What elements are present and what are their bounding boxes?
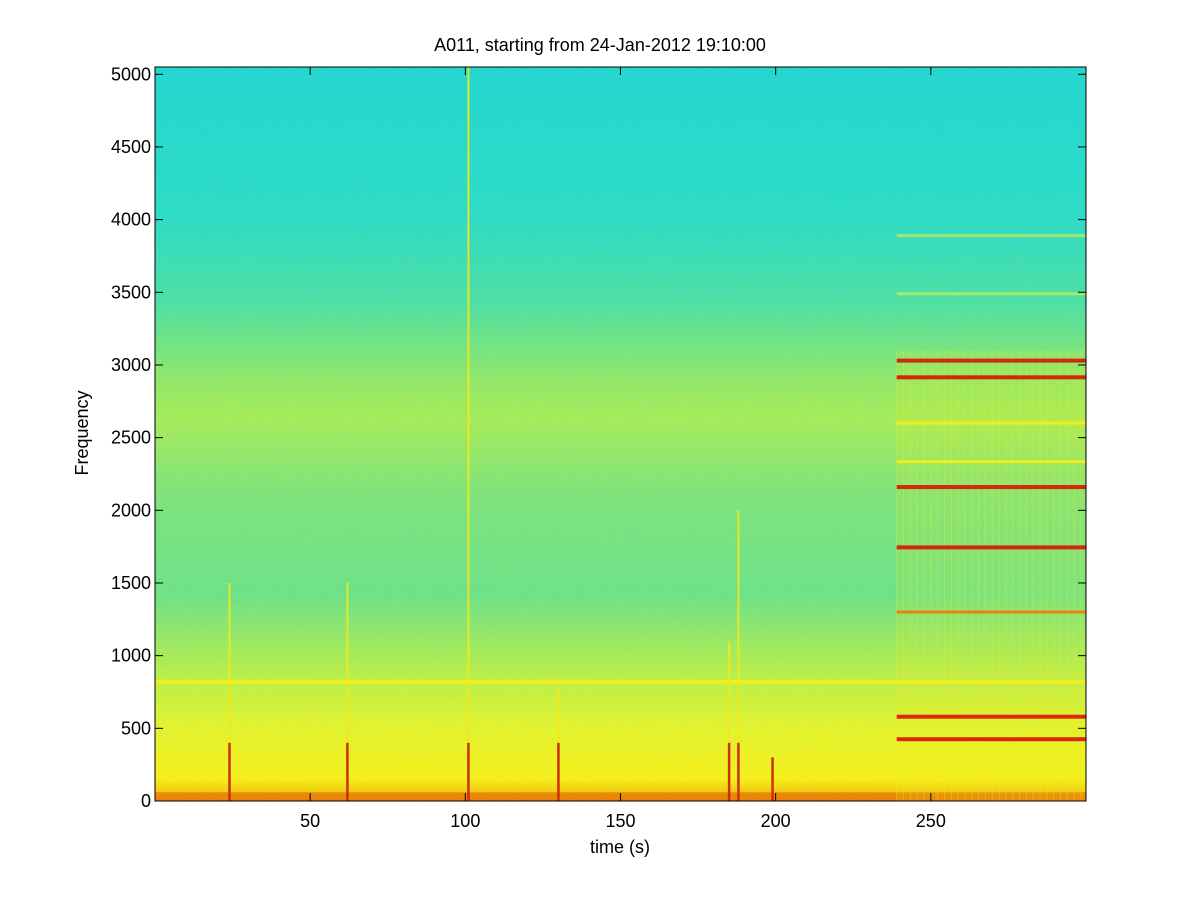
x-tick-label: 50 <box>300 811 320 831</box>
y-tick-label: 4000 <box>111 210 151 230</box>
y-axis-label: Frequency <box>72 390 92 475</box>
tonal-line <box>896 610 1086 614</box>
tonal-line <box>896 485 1086 490</box>
x-axis-label: time (s) <box>590 837 650 857</box>
tonal-line <box>896 460 1086 464</box>
plot-area <box>155 67 1086 801</box>
tonal-line <box>896 737 1086 742</box>
y-tick-label: 2000 <box>111 500 151 520</box>
chart-title: A011, starting from 24-Jan-2012 19:10:00 <box>434 35 766 55</box>
tonal-region-tint <box>896 350 1086 801</box>
y-tick-label: 1500 <box>111 573 151 593</box>
y-tick-label: 2500 <box>111 428 151 448</box>
y-tick-label: 5000 <box>111 64 151 84</box>
x-tick-label: 100 <box>450 811 480 831</box>
x-tick-label: 200 <box>761 811 791 831</box>
x-axis-ticks: 50 100 150 200 250 <box>300 67 946 831</box>
y-axis-ticks: 0 500 1000 1500 2000 2500 3000 3500 4000 4500 5000 <box>111 64 1086 811</box>
x-tick-label: 150 <box>605 811 635 831</box>
tonal-line <box>896 421 1086 425</box>
tonal-line <box>896 358 1086 363</box>
y-tick-label: 4500 <box>111 137 151 157</box>
spectrogram-noise-texture-warm <box>155 67 1086 801</box>
tonal-line <box>896 292 1086 296</box>
tonal-line <box>896 234 1086 238</box>
x-tick-label: 250 <box>916 811 946 831</box>
y-tick-label: 0 <box>141 791 151 811</box>
tonal-line <box>896 545 1086 550</box>
spectrogram-features <box>155 67 1086 801</box>
y-tick-label: 500 <box>121 718 151 738</box>
tonal-line <box>896 714 1086 719</box>
y-tick-label: 1000 <box>111 646 151 666</box>
y-tick-label: 3500 <box>111 282 151 302</box>
y-tick-label: 3000 <box>111 355 151 375</box>
tonal-line <box>896 375 1086 380</box>
continuous-tone-line <box>155 679 1086 684</box>
